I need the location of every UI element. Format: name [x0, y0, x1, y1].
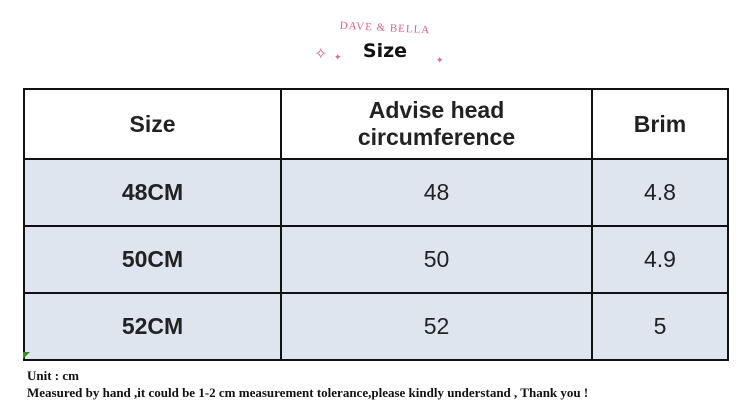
cell-size: 48CM [23, 158, 282, 227]
table-row: 52CM 52 5 [23, 292, 729, 361]
table-row: 48CM 48 4.8 [23, 158, 729, 227]
unit-note: Unit : cm [27, 368, 79, 383]
cell-head: 50 [280, 225, 593, 294]
header-head-circumference: Advise head circumference [280, 88, 593, 160]
cell-size: 52CM [23, 292, 282, 361]
tolerance-note: Measured by hand ,it could be 1-2 cm mea… [27, 385, 589, 400]
corner-marker [23, 352, 30, 359]
sparkle-icon: ✧ [314, 46, 328, 63]
size-table: Size Advise head circumference Brim 48CM… [23, 88, 729, 361]
brand-logo: DAVE & BELLA [339, 19, 431, 37]
header-size: Size [23, 88, 282, 160]
sparkle-icon: ✦ [334, 52, 342, 62]
sparkle-icon: ✦ [436, 55, 444, 65]
page-title: Size [362, 40, 408, 62]
table-header-row: Size Advise head circumference Brim [23, 88, 729, 160]
table-row: 50CM 50 4.9 [23, 225, 729, 294]
cell-size: 50CM [23, 225, 282, 294]
cell-brim: 4.8 [591, 158, 729, 227]
cell-brim: 4.9 [591, 225, 729, 294]
cell-head: 48 [280, 158, 593, 227]
cell-brim: 5 [591, 292, 729, 361]
header-brim: Brim [591, 88, 729, 160]
notes: Unit : cm Measured by hand ,it could be … [27, 367, 588, 401]
cell-head: 52 [280, 292, 593, 361]
